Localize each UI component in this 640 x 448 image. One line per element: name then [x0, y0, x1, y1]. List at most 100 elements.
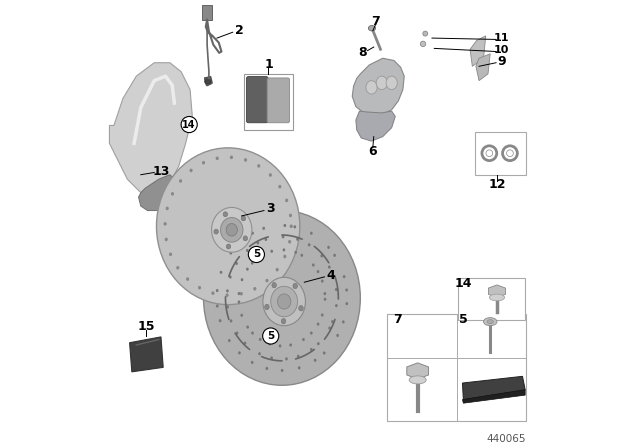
Ellipse shape	[285, 358, 288, 361]
Ellipse shape	[369, 26, 376, 31]
Ellipse shape	[241, 314, 243, 317]
Ellipse shape	[266, 279, 269, 282]
Polygon shape	[476, 54, 490, 81]
Ellipse shape	[253, 287, 257, 291]
Text: 7: 7	[371, 14, 380, 28]
Ellipse shape	[284, 255, 287, 258]
Ellipse shape	[299, 306, 303, 311]
Ellipse shape	[252, 232, 254, 235]
Ellipse shape	[333, 254, 336, 257]
Ellipse shape	[328, 266, 331, 269]
Ellipse shape	[266, 367, 268, 370]
Text: 14: 14	[182, 120, 196, 129]
Ellipse shape	[345, 289, 348, 292]
Ellipse shape	[288, 240, 291, 244]
Text: 5: 5	[267, 331, 275, 341]
FancyBboxPatch shape	[267, 78, 289, 123]
Polygon shape	[463, 390, 525, 403]
Ellipse shape	[310, 232, 313, 235]
Ellipse shape	[278, 185, 282, 189]
Ellipse shape	[227, 244, 231, 249]
Polygon shape	[139, 175, 174, 211]
Ellipse shape	[376, 76, 387, 90]
Ellipse shape	[202, 161, 205, 164]
Ellipse shape	[223, 212, 228, 217]
Ellipse shape	[346, 302, 348, 305]
Ellipse shape	[272, 283, 276, 288]
Ellipse shape	[310, 348, 313, 351]
Ellipse shape	[264, 238, 268, 241]
Ellipse shape	[324, 292, 326, 295]
Text: 10: 10	[493, 45, 509, 55]
Text: 4: 4	[326, 268, 335, 282]
Ellipse shape	[290, 224, 293, 228]
Ellipse shape	[251, 262, 253, 265]
Ellipse shape	[230, 155, 233, 159]
Text: 13: 13	[152, 164, 170, 178]
Text: 8: 8	[358, 46, 367, 60]
Ellipse shape	[260, 254, 263, 257]
Ellipse shape	[317, 270, 319, 273]
Ellipse shape	[332, 276, 335, 279]
Text: 6: 6	[369, 145, 377, 158]
Polygon shape	[488, 285, 506, 297]
Ellipse shape	[331, 320, 334, 323]
Ellipse shape	[237, 292, 241, 295]
Ellipse shape	[216, 156, 219, 160]
Ellipse shape	[211, 291, 214, 295]
Ellipse shape	[265, 304, 269, 310]
Bar	[458, 278, 525, 320]
Ellipse shape	[297, 355, 300, 358]
Ellipse shape	[230, 251, 232, 254]
Polygon shape	[463, 376, 525, 400]
Circle shape	[262, 328, 279, 344]
Ellipse shape	[164, 222, 166, 226]
Text: 5: 5	[459, 313, 468, 327]
Ellipse shape	[310, 332, 313, 335]
Ellipse shape	[214, 229, 218, 234]
Ellipse shape	[241, 216, 246, 221]
Ellipse shape	[308, 243, 310, 246]
Ellipse shape	[321, 280, 324, 283]
Text: 9: 9	[497, 55, 506, 68]
Ellipse shape	[420, 41, 426, 47]
Text: 1: 1	[264, 58, 273, 72]
Ellipse shape	[486, 150, 493, 157]
Ellipse shape	[502, 146, 517, 161]
Ellipse shape	[189, 168, 193, 172]
Ellipse shape	[238, 351, 241, 354]
Ellipse shape	[282, 319, 286, 324]
Ellipse shape	[317, 323, 319, 326]
Ellipse shape	[324, 298, 326, 301]
Ellipse shape	[219, 319, 221, 322]
Ellipse shape	[229, 276, 232, 279]
Ellipse shape	[482, 146, 497, 161]
Ellipse shape	[314, 359, 317, 362]
Ellipse shape	[226, 289, 228, 293]
Ellipse shape	[343, 275, 346, 278]
Circle shape	[248, 246, 264, 263]
Ellipse shape	[237, 242, 240, 246]
Ellipse shape	[241, 278, 243, 281]
Ellipse shape	[216, 305, 219, 308]
Bar	[202, 5, 212, 20]
Ellipse shape	[240, 292, 243, 296]
Ellipse shape	[257, 241, 259, 245]
Bar	[387, 314, 526, 421]
Ellipse shape	[216, 289, 218, 292]
Text: 12: 12	[488, 178, 506, 191]
Ellipse shape	[487, 320, 493, 323]
Ellipse shape	[198, 286, 201, 289]
Ellipse shape	[259, 338, 262, 341]
Bar	[475, 132, 526, 175]
Ellipse shape	[484, 318, 497, 326]
Text: 2: 2	[235, 24, 244, 37]
Ellipse shape	[186, 277, 189, 281]
Ellipse shape	[293, 283, 298, 289]
Ellipse shape	[171, 192, 174, 196]
Ellipse shape	[169, 253, 172, 256]
Ellipse shape	[258, 352, 261, 355]
Ellipse shape	[246, 326, 249, 329]
Ellipse shape	[246, 249, 249, 252]
Ellipse shape	[257, 164, 260, 168]
